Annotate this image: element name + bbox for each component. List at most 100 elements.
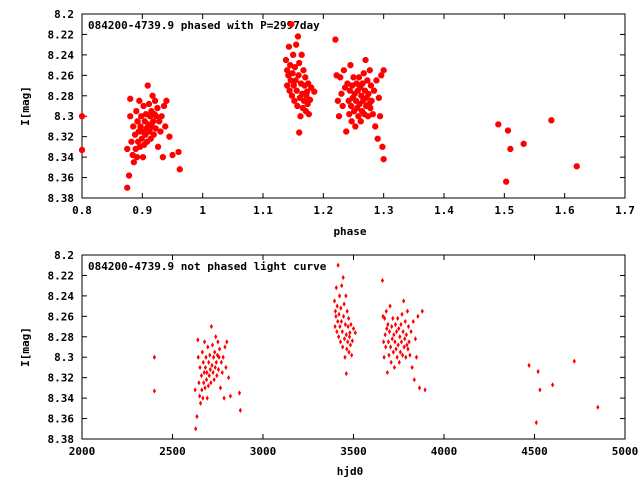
data-point xyxy=(350,352,354,358)
data-point xyxy=(348,118,355,125)
data-point xyxy=(284,67,291,74)
data-point xyxy=(495,121,502,128)
data-point xyxy=(416,313,420,319)
x-tick-label: 1 xyxy=(199,204,206,217)
x-axis-label: hjd0 xyxy=(337,465,364,478)
data-point xyxy=(352,123,359,130)
data-point xyxy=(294,103,301,109)
data-point xyxy=(405,308,410,314)
data-point xyxy=(392,364,397,371)
data-point xyxy=(413,336,418,342)
x-tick-label: 0.8 xyxy=(72,204,92,217)
data-point xyxy=(369,111,376,118)
data-point xyxy=(408,352,412,358)
data-point xyxy=(341,274,345,281)
data-point xyxy=(345,346,349,352)
data-point xyxy=(237,390,242,396)
data-point xyxy=(158,113,165,120)
data-points xyxy=(79,21,580,191)
data-point xyxy=(339,103,346,109)
data-point xyxy=(371,87,378,94)
data-point xyxy=(154,105,161,112)
data-point xyxy=(335,303,339,309)
data-point xyxy=(292,77,299,84)
data-point xyxy=(348,330,352,336)
data-point xyxy=(162,123,169,130)
data-point xyxy=(338,323,342,330)
data-point xyxy=(286,87,293,94)
data-point xyxy=(402,298,406,304)
data-point xyxy=(364,77,371,84)
data-point xyxy=(296,129,303,136)
y-tick-label: 8.3 xyxy=(54,110,74,123)
y-tick-label: 8.38 xyxy=(48,192,75,205)
data-point xyxy=(295,72,302,79)
data-point xyxy=(343,128,350,135)
data-point xyxy=(138,135,145,142)
data-point xyxy=(305,111,312,118)
y-tick-label: 8.32 xyxy=(48,131,75,144)
y-tick-label: 8.38 xyxy=(48,433,75,446)
data-point xyxy=(357,118,364,125)
data-point xyxy=(393,339,397,345)
y-tick-label: 8.2 xyxy=(54,8,74,21)
data-point xyxy=(150,118,157,125)
data-point xyxy=(201,395,205,401)
data-point xyxy=(208,366,212,373)
data-point xyxy=(353,330,357,336)
data-point xyxy=(341,344,345,350)
data-point xyxy=(379,143,386,150)
data-point xyxy=(364,113,371,120)
data-point xyxy=(215,352,219,358)
data-point xyxy=(127,113,134,120)
data-point xyxy=(368,97,375,104)
data-point xyxy=(208,352,212,358)
data-point xyxy=(333,323,337,330)
data-point xyxy=(214,359,218,365)
data-point xyxy=(127,95,134,102)
chart-title: 084200-4739.9 not phased light curve xyxy=(88,260,327,273)
data-point xyxy=(138,113,145,120)
axis-ticks: 0.8 0.9 1 1.1 1.2 1.3 1.4 1.5 1.6 1.7 8.2 8.22 8.24 8… xyxy=(48,8,635,217)
data-point xyxy=(366,67,373,74)
y-tick-label: 8.24 xyxy=(48,49,75,62)
data-point xyxy=(79,113,85,120)
data-point xyxy=(373,77,380,84)
data-point xyxy=(195,413,199,420)
data-point xyxy=(334,97,341,104)
data-point xyxy=(291,64,298,71)
data-point xyxy=(202,380,206,386)
y-tick-label: 8.28 xyxy=(48,331,75,344)
data-point xyxy=(311,88,318,95)
data-point xyxy=(200,387,204,393)
y-tick-label: 8.2 xyxy=(54,249,74,262)
y-tick-label: 8.36 xyxy=(48,172,75,185)
data-point xyxy=(152,125,159,132)
data-point xyxy=(527,362,531,368)
data-point xyxy=(128,138,135,145)
data-point xyxy=(212,377,216,383)
data-point xyxy=(346,87,353,94)
data-point xyxy=(205,395,209,401)
phased-light-curve-panel: 084200-4739.9 phased with P=2997day phas… xyxy=(19,8,635,238)
data-point xyxy=(410,364,414,371)
y-tick-label: 8.32 xyxy=(48,372,75,385)
data-point xyxy=(194,426,198,432)
data-point xyxy=(387,352,391,358)
plot-frame xyxy=(81,254,626,440)
y-tick-label: 8.26 xyxy=(48,310,75,323)
data-point xyxy=(340,329,344,335)
data-point xyxy=(216,366,221,373)
data-point xyxy=(391,315,395,321)
data-point xyxy=(385,326,389,332)
data-point xyxy=(393,321,398,328)
data-point xyxy=(207,359,211,365)
data-point xyxy=(290,51,297,58)
data-point xyxy=(157,128,164,135)
data-point xyxy=(503,178,510,185)
data-point xyxy=(551,382,555,388)
data-point xyxy=(284,82,291,89)
x-tick-label: 4000 xyxy=(431,445,458,458)
data-point xyxy=(287,77,294,84)
data-point xyxy=(383,332,387,338)
